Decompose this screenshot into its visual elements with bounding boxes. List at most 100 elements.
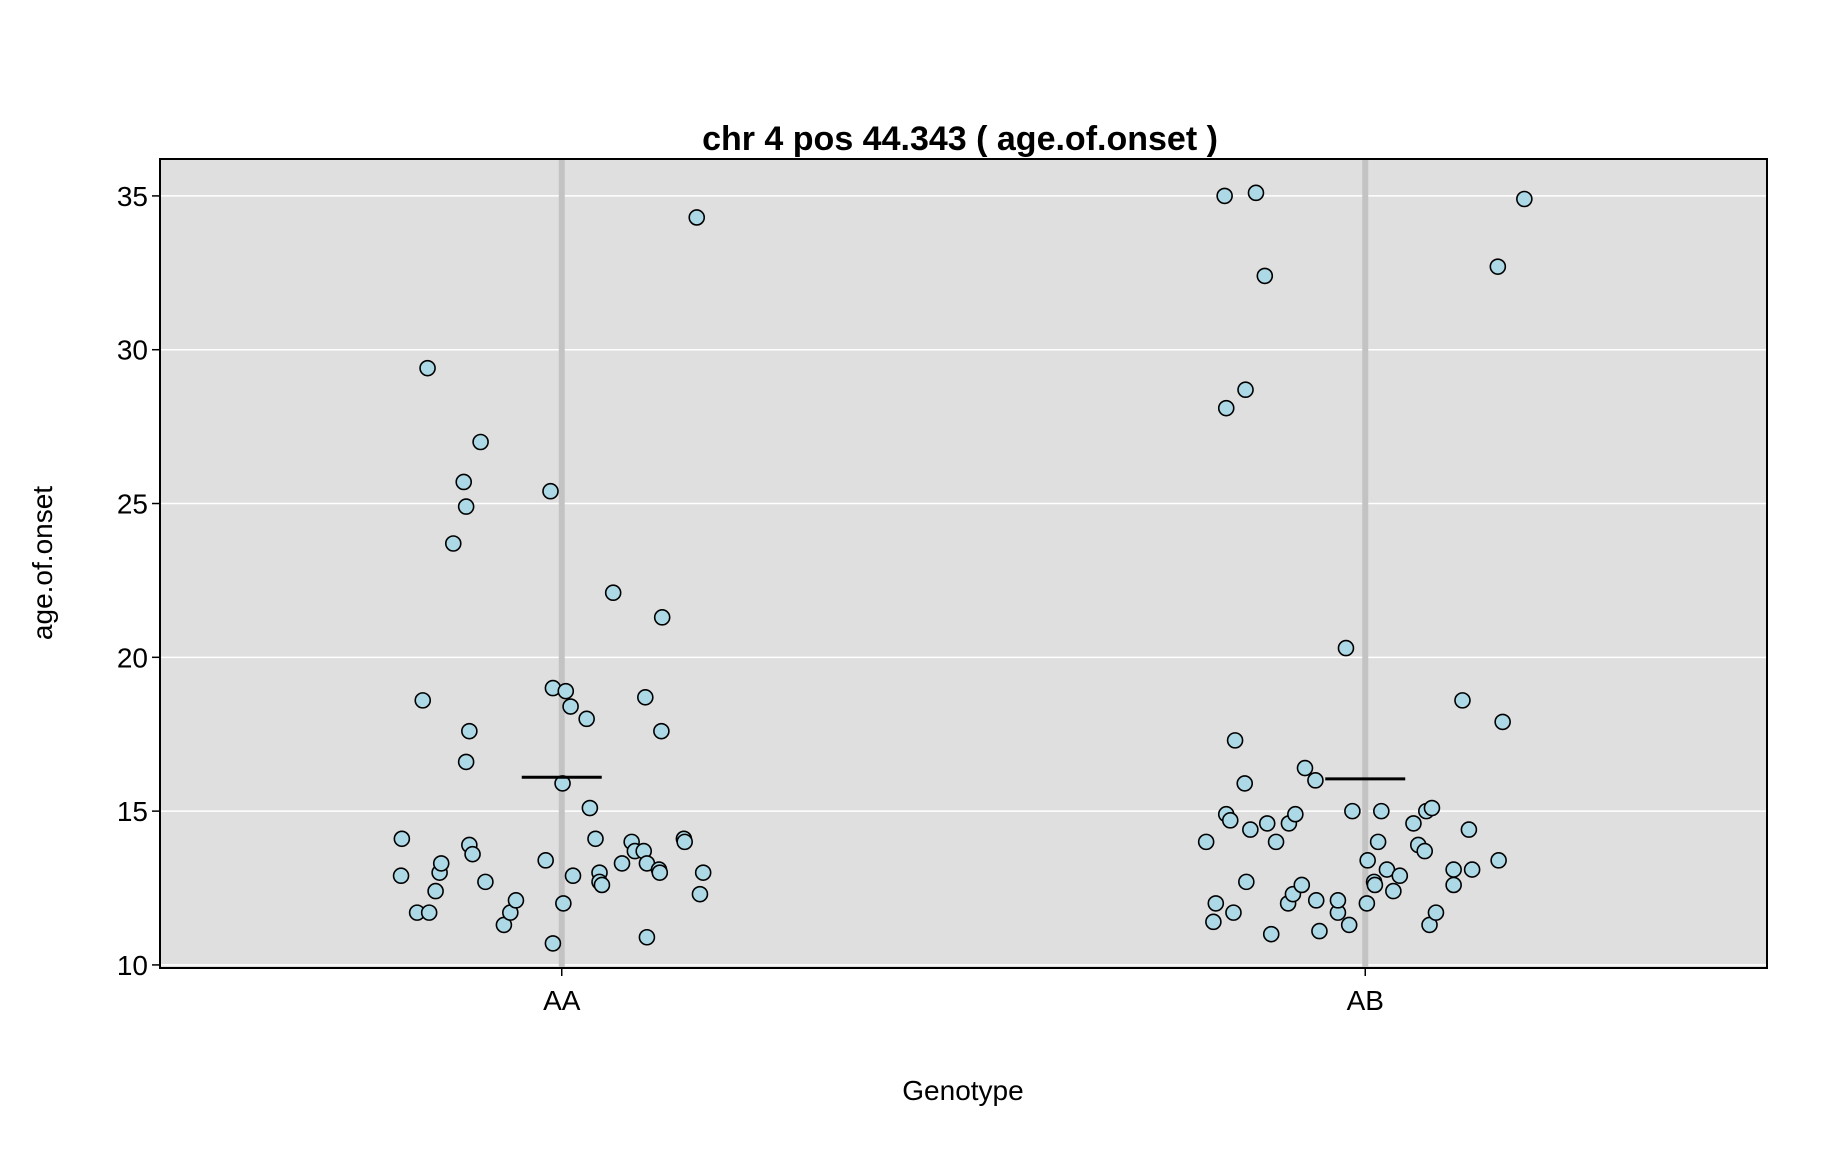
data-point (1247, 184, 1265, 202)
data-point (1311, 922, 1328, 940)
data-point (1445, 876, 1462, 894)
data-point (1359, 852, 1376, 869)
data-point (557, 682, 575, 700)
x-axis-label: Genotype (902, 1075, 1023, 1106)
data-point (1236, 775, 1254, 792)
data-point (1226, 732, 1244, 749)
x-axis-ticks: AA AB (543, 968, 1384, 1016)
data-point (1340, 916, 1358, 934)
data-point (1197, 833, 1215, 851)
data-point (1287, 805, 1304, 823)
data-point (457, 753, 475, 771)
data-point (544, 935, 562, 952)
data-point (691, 885, 709, 903)
data-point (613, 855, 631, 872)
y-tick-label: 35 (117, 181, 148, 212)
y-axis-label: age.of.onset (27, 486, 58, 640)
data-point (432, 855, 450, 872)
data-point (1307, 772, 1324, 789)
data-point (419, 359, 436, 377)
data-point (694, 864, 712, 881)
data-point (542, 482, 559, 500)
data-point (1373, 802, 1390, 820)
y-tick-label: 20 (117, 642, 148, 673)
data-point (414, 692, 432, 709)
data-point (1242, 821, 1259, 838)
data-point (653, 609, 671, 626)
data-point (562, 698, 579, 715)
data-point (1385, 882, 1402, 900)
data-point (461, 722, 478, 740)
plot-panel (160, 159, 1767, 968)
data-point (455, 473, 473, 491)
data-point (1258, 815, 1276, 832)
data-point (1216, 187, 1233, 205)
data-point (464, 845, 481, 863)
data-point (1405, 815, 1422, 832)
y-tick-label: 25 (117, 489, 148, 520)
y-tick-label: 10 (117, 950, 148, 981)
data-point (653, 722, 670, 740)
data-point (477, 873, 494, 891)
data-point (564, 867, 582, 885)
data-point (1221, 812, 1239, 829)
data-point (1391, 867, 1409, 885)
data-point (1445, 861, 1462, 878)
data-point (676, 833, 693, 851)
data-point (392, 867, 410, 885)
data-point (638, 928, 656, 946)
y-axis-ticks: 10 15 20 25 30 35 (117, 181, 160, 981)
data-point (1460, 821, 1478, 838)
y-tick-label: 15 (117, 796, 148, 827)
y-tick-label: 30 (117, 335, 148, 366)
data-point (1329, 892, 1347, 909)
data-point (1494, 713, 1511, 731)
category-lines (558, 159, 1369, 968)
data-point (1205, 913, 1222, 931)
data-point (472, 433, 489, 451)
data-point (1237, 381, 1254, 399)
data-point (581, 799, 599, 817)
data-point (593, 876, 611, 894)
data-point (555, 895, 572, 912)
data-point (1262, 925, 1280, 943)
x-tick-label: AA (543, 985, 581, 1016)
data-point (688, 209, 706, 226)
data-point (1337, 639, 1355, 657)
mean-lines (521, 775, 1406, 781)
chart-title: chr 4 pos 44.343 ( age.of.onset ) (702, 120, 1218, 158)
data-point (1423, 799, 1441, 817)
data-point (1454, 692, 1471, 709)
data-point (1369, 833, 1387, 851)
x-tick-label: AB (1347, 985, 1384, 1016)
data-point (604, 584, 622, 602)
data-points (392, 184, 1533, 952)
data-point (1344, 802, 1361, 820)
data-point (1489, 258, 1507, 275)
data-point (1256, 267, 1274, 285)
data-point (1366, 876, 1384, 894)
data-point (1463, 861, 1481, 878)
data-point (1217, 399, 1235, 417)
data-point (1490, 852, 1507, 869)
data-point (587, 830, 604, 848)
data-point (1267, 833, 1285, 851)
data-point (1207, 895, 1225, 912)
data-point (1416, 842, 1434, 860)
data-point (1296, 759, 1314, 777)
data-point (537, 852, 554, 869)
grid-lines (160, 195, 1767, 966)
data-point (1293, 876, 1311, 894)
data-point (1238, 873, 1255, 891)
data-point (1516, 190, 1533, 208)
data-point (1307, 892, 1325, 909)
data-point (1225, 904, 1242, 921)
data-point (420, 904, 438, 921)
data-point (637, 689, 654, 706)
data-point (427, 882, 444, 900)
data-point (444, 535, 462, 552)
data-point (651, 864, 669, 881)
data-point (457, 498, 475, 515)
data-point (507, 892, 525, 909)
